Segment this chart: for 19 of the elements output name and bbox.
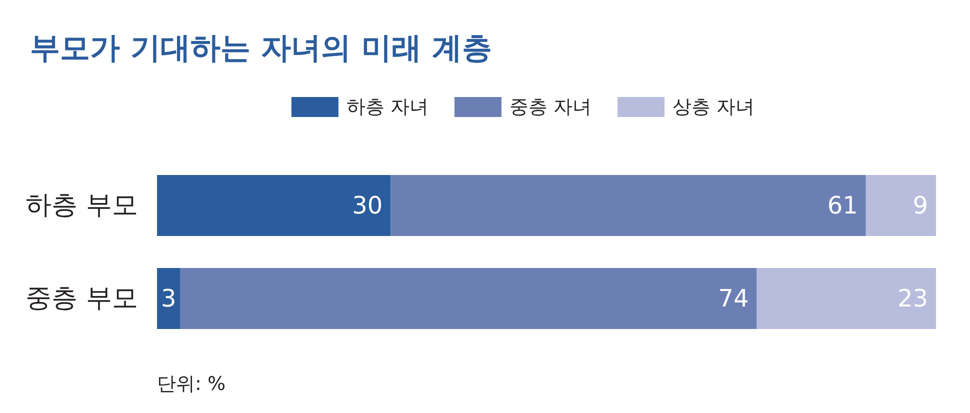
text: 단위: % [157,373,226,395]
y-tick-label: 하층 부모 [26,190,138,220]
y-tick-label: 중층 부모 [26,284,138,314]
chart-title: 부모가 기대하는 자녀의 미래 계층 [30,31,492,66]
bar [157,175,391,236]
data-label: 30 [352,192,383,220]
bar [756,268,936,329]
bar [180,268,757,329]
bar [157,268,180,329]
legend-label: 하층 자녀 [346,96,428,118]
legend-label: 상층 자녀 [672,96,755,118]
data-label: 74 [718,284,749,312]
bar [866,175,936,236]
data-label: 23 [897,284,928,312]
legend-label: 중층 자녀 [509,96,592,118]
data-label: 3 [161,284,176,312]
data-label: 61 [827,192,858,220]
bar [390,175,866,236]
data-label: 9 [912,192,928,220]
